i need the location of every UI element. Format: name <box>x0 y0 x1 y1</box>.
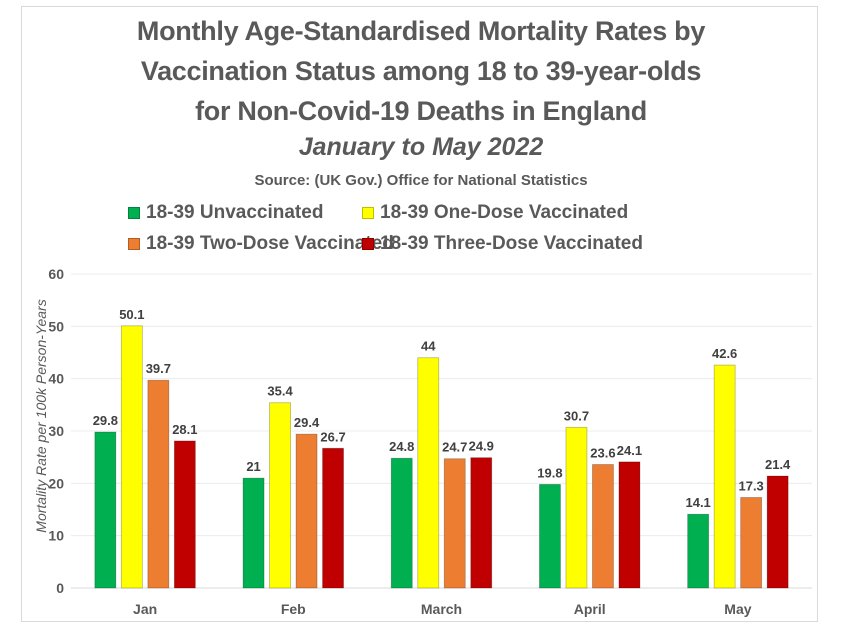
y-tick-label-50: 50 <box>48 318 64 334</box>
bar-18-39-two-dose-vaccinated-may <box>740 497 763 589</box>
data-label-18-39-two-dose-vaccinated-may: 17.3 <box>738 478 763 493</box>
bar-18-39-unvaccinated-may <box>687 513 710 589</box>
data-label-18-39-two-dose-vaccinated-april: 23.6 <box>590 445 615 460</box>
x-tick-label-feb: Feb <box>281 601 306 617</box>
data-label-18-39-one-dose-vaccinated-feb: 35.4 <box>267 384 293 399</box>
bar-18-39-three-dose-vaccinated-march <box>470 457 493 589</box>
legend-swatch-three-dose <box>362 238 374 250</box>
data-label-18-39-three-dose-vaccinated-march: 24.9 <box>469 439 494 454</box>
legend-item-two-dose: 18-39 Two-Dose Vaccinated <box>128 232 394 256</box>
chart-title-line-1: Monthly Age-Standardised Mortality Rates… <box>136 16 706 46</box>
data-label-18-39-three-dose-vaccinated-may: 21.4 <box>765 457 791 472</box>
y-axis-label: Mortality Rate per 100k Person-Years <box>33 299 49 532</box>
bar-18-39-three-dose-vaccinated-may <box>766 475 789 589</box>
data-label-18-39-one-dose-vaccinated-march: 44 <box>421 339 436 354</box>
data-label-18-39-unvaccinated-feb: 21 <box>246 459 260 474</box>
legend-swatch-two-dose <box>128 238 140 250</box>
data-label-18-39-three-dose-vaccinated-april: 24.1 <box>617 443 642 458</box>
legend-swatch-unvaccinated <box>128 207 140 219</box>
y-tick-label-30: 30 <box>48 423 64 439</box>
legend-label-unvaccinated: 18-39 Unvaccinated <box>146 202 324 223</box>
y-tick-label-60: 60 <box>48 266 64 282</box>
bar-18-39-two-dose-vaccinated-feb <box>295 433 318 589</box>
x-tick-label-march: March <box>421 601 462 617</box>
bar-18-39-one-dose-vaccinated-may <box>713 364 736 589</box>
legend-label-three-dose: 18-39 Three-Dose Vaccinated <box>380 233 643 254</box>
chart-source: Source: (UK Gov.) Office for National St… <box>254 172 588 189</box>
data-label-18-39-two-dose-vaccinated-feb: 29.4 <box>294 415 320 430</box>
data-label-18-39-unvaccinated-may: 14.1 <box>685 495 710 510</box>
bar-18-39-unvaccinated-april <box>539 483 561 589</box>
bar-18-39-one-dose-vaccinated-feb <box>269 402 291 589</box>
y-tick-label-40: 40 <box>48 371 64 387</box>
legend-label-two-dose: 18-39 Two-Dose Vaccinated <box>146 233 394 254</box>
x-tick-label-jan: Jan <box>133 601 157 617</box>
legend-swatch-one-dose <box>362 207 374 219</box>
data-label-18-39-one-dose-vaccinated-may: 42.6 <box>712 346 737 361</box>
bar-18-39-three-dose-vaccinated-april <box>618 461 641 589</box>
data-label-18-39-unvaccinated-april: 19.8 <box>537 465 562 480</box>
bar-18-39-two-dose-vaccinated-jan <box>147 379 170 589</box>
data-label-18-39-three-dose-vaccinated-jan: 28.1 <box>172 422 197 437</box>
bar-18-39-one-dose-vaccinated-jan <box>120 325 143 589</box>
bar-18-39-two-dose-vaccinated-march <box>443 458 466 589</box>
chart-title-line-3: for Non-Covid-19 Deaths in England <box>195 96 647 126</box>
bar-18-39-unvaccinated-march <box>390 457 413 589</box>
data-label-18-39-unvaccinated-jan: 29.8 <box>93 413 118 428</box>
bar-18-39-one-dose-vaccinated-april <box>565 426 588 589</box>
y-tick-label-0: 0 <box>56 580 64 596</box>
data-label-18-39-two-dose-vaccinated-march: 24.7 <box>442 440 467 455</box>
bar-18-39-one-dose-vaccinated-march <box>417 357 440 589</box>
chart-title-line-2: Vaccination Status among 18 to 39-year-o… <box>140 56 702 86</box>
data-label-18-39-one-dose-vaccinated-jan: 50.1 <box>119 307 144 322</box>
x-tick-label-april: April <box>574 601 606 617</box>
bar-18-39-three-dose-vaccinated-feb <box>322 447 344 589</box>
bar-18-39-unvaccinated-feb <box>242 477 265 589</box>
bar-18-39-unvaccinated-jan <box>94 431 117 589</box>
data-label-18-39-three-dose-vaccinated-feb: 26.7 <box>320 429 345 444</box>
bar-18-39-three-dose-vaccinated-jan <box>173 440 196 589</box>
y-tick-label-20: 20 <box>48 475 64 491</box>
data-label-18-39-one-dose-vaccinated-april: 30.7 <box>564 408 589 423</box>
legend-item-one-dose: 18-39 One-Dose Vaccinated <box>362 201 628 225</box>
bar-18-39-two-dose-vaccinated-april <box>592 464 614 589</box>
legend-label-one-dose: 18-39 One-Dose Vaccinated <box>380 202 629 223</box>
data-label-18-39-unvaccinated-march: 24.8 <box>389 439 414 454</box>
y-tick-label-10: 10 <box>48 528 64 544</box>
data-label-18-39-two-dose-vaccinated-jan: 39.7 <box>146 361 171 376</box>
chart-subtitle: January to May 2022 <box>298 133 544 161</box>
legend-item-three-dose: 18-39 Three-Dose Vaccinated <box>362 232 643 256</box>
legend-item-unvaccinated: 18-39 Unvaccinated <box>128 201 323 225</box>
x-tick-label-may: May <box>724 601 751 617</box>
